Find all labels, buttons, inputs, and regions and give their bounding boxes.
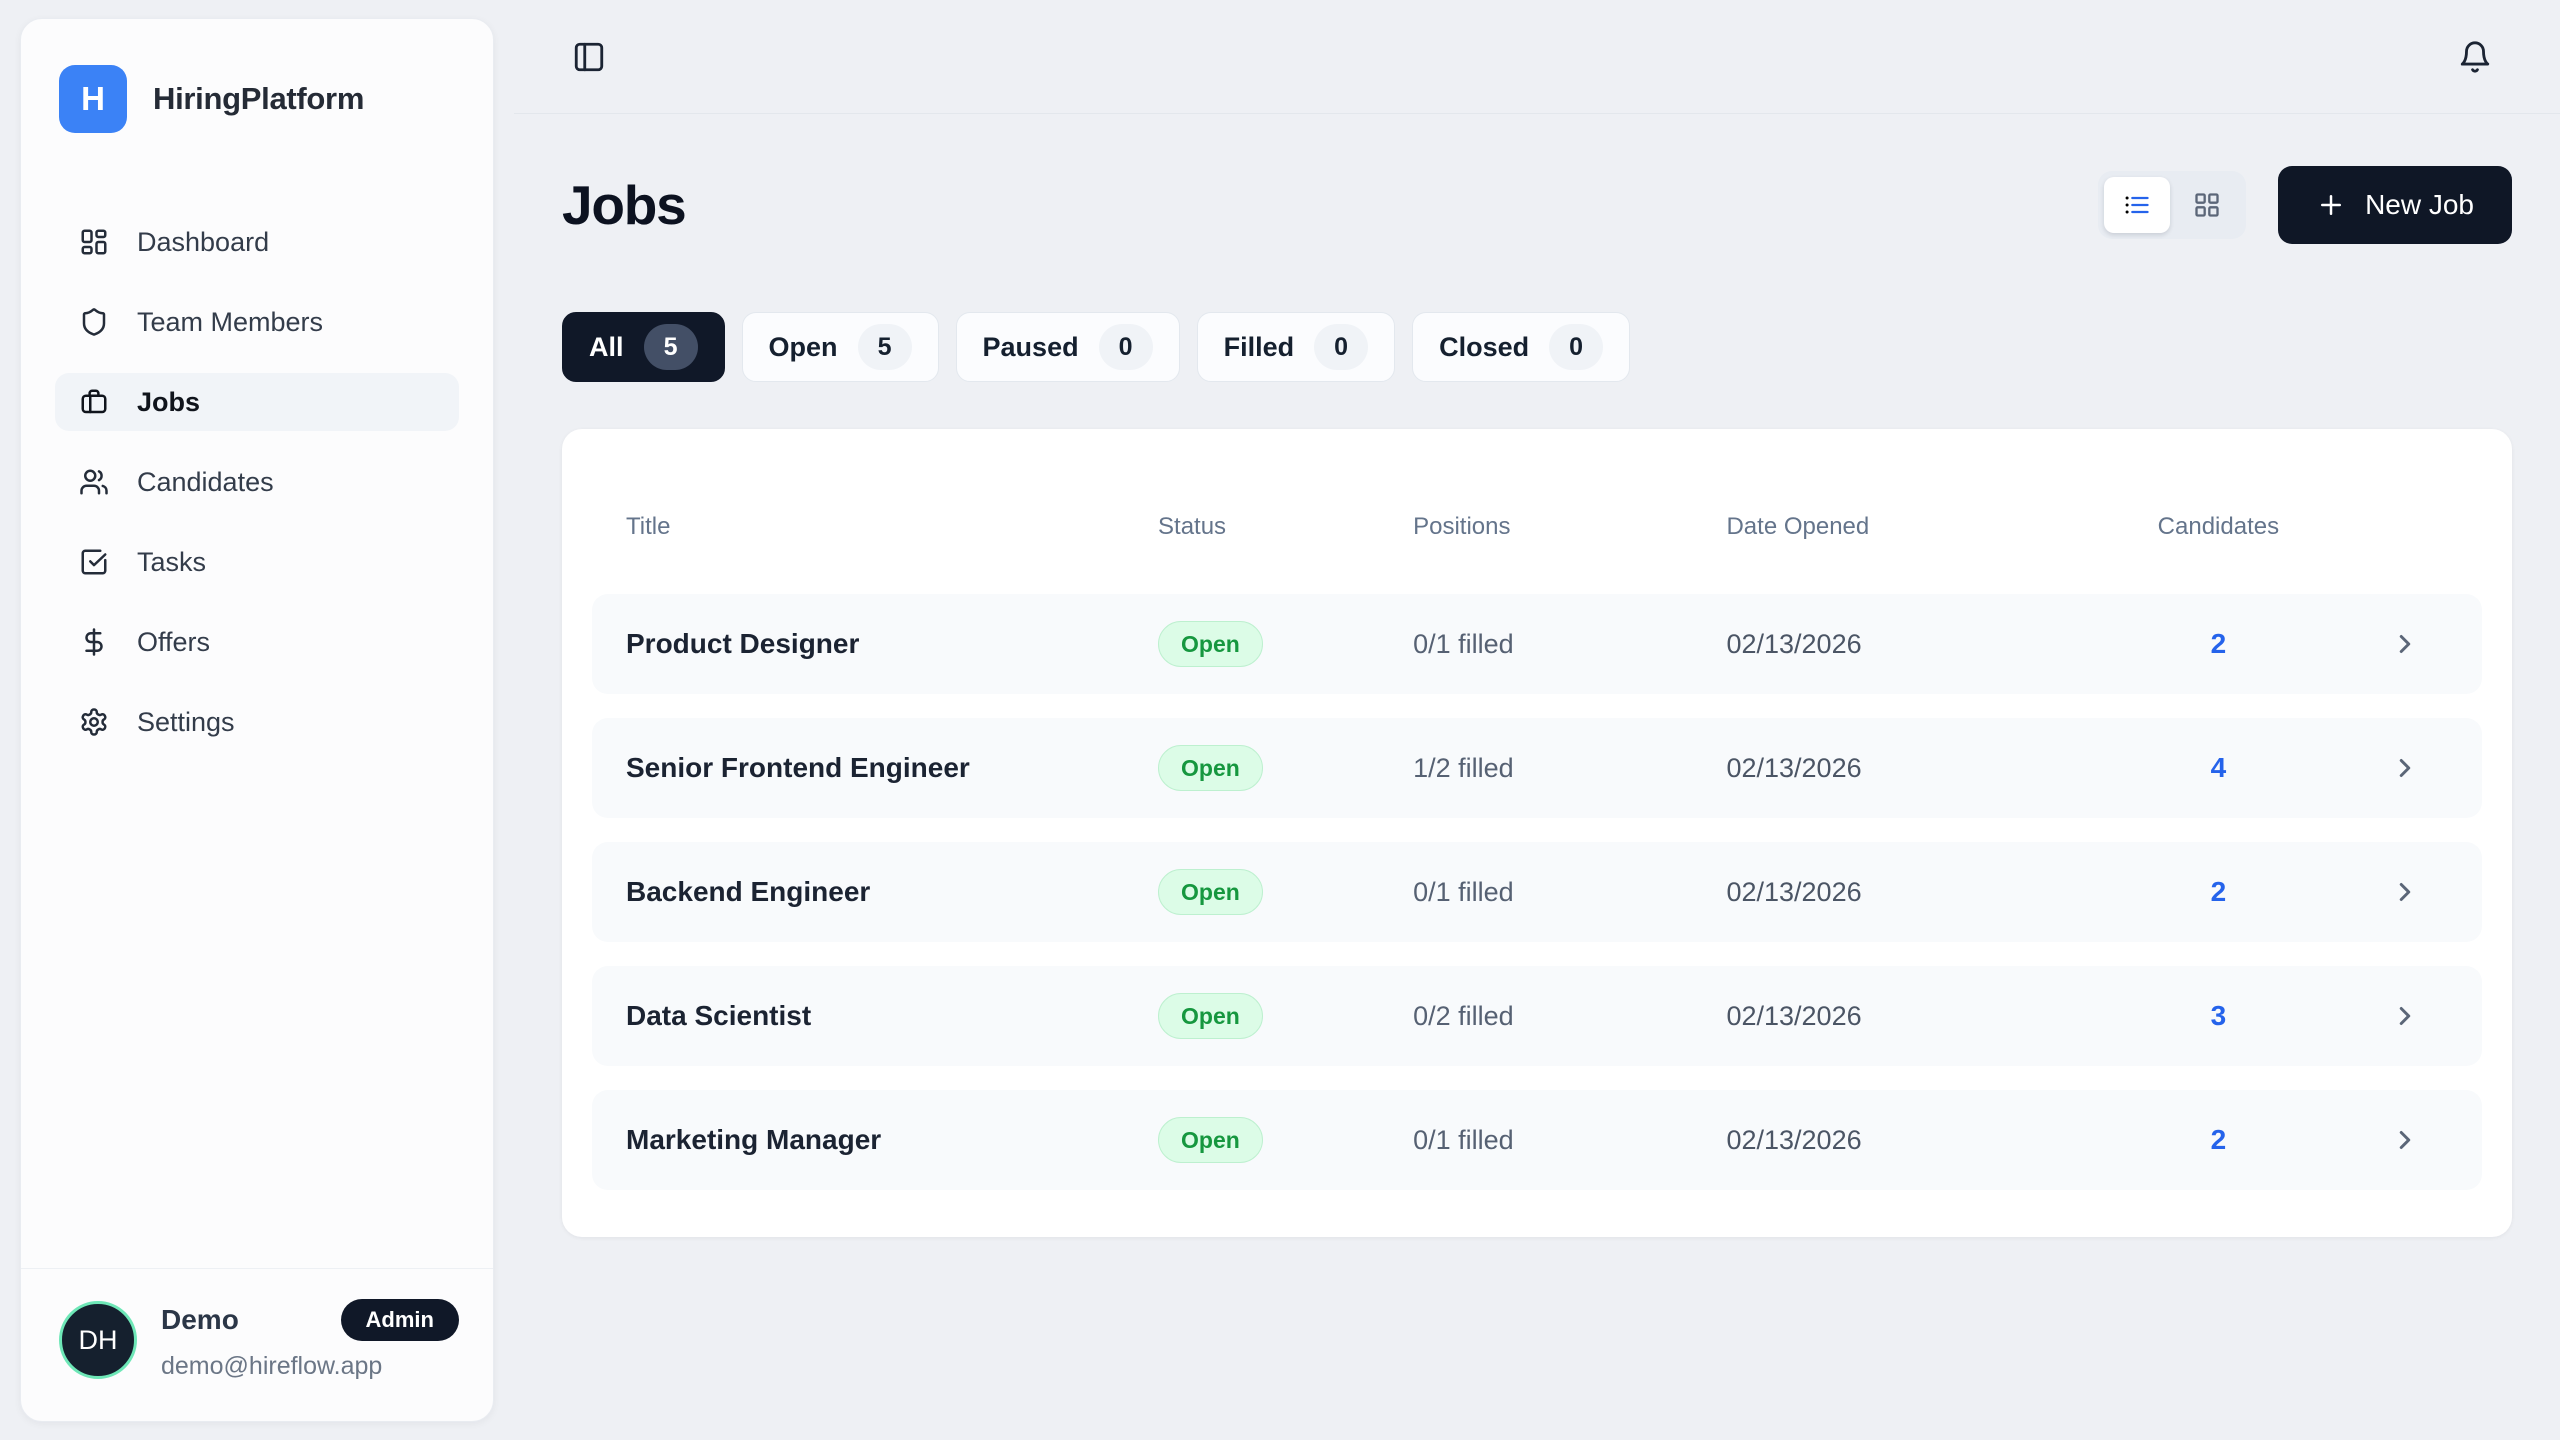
sidebar-item-label: Dashboard: [137, 226, 270, 257]
column-candidates: Candidates: [2157, 512, 2280, 540]
gear-icon: [79, 707, 109, 737]
positions-cell: 0/1 filled: [1413, 876, 1514, 907]
plus-icon: [2316, 190, 2346, 220]
sidebar-nav: Dashboard Team Members Jobs Candidates T…: [21, 213, 493, 751]
chevron-right-icon[interactable]: [2390, 1001, 2420, 1031]
app-logo: H: [59, 65, 127, 133]
app-name: HiringPlatform: [153, 81, 365, 116]
task-check-icon: [79, 547, 109, 577]
positions-cell: 1/2 filled: [1413, 752, 1514, 783]
page-title: Jobs: [562, 174, 687, 236]
sidebar-item-label: Offers: [137, 626, 211, 657]
filter-count: 0: [1314, 324, 1369, 370]
table-row[interactable]: Marketing Manager Open 0/1 filled 02/13/…: [592, 1090, 2482, 1190]
positions-cell: 0/1 filled: [1413, 1124, 1514, 1155]
chevron-right-icon[interactable]: [2390, 629, 2420, 659]
filter-count: 5: [857, 324, 912, 370]
candidates-count: 2: [2210, 1124, 2227, 1155]
column-title: Title: [626, 512, 671, 540]
chevron-right-icon[interactable]: [2390, 753, 2420, 783]
grid-view-icon[interactable]: [2174, 177, 2240, 233]
avatar: DH: [59, 1301, 137, 1379]
positions-cell: 0/2 filled: [1413, 1000, 1514, 1031]
date-opened-cell: 02/13/2026: [1726, 1000, 1862, 1031]
sidebar-item-label: Tasks: [137, 546, 207, 577]
sidebar: H HiringPlatform Dashboard Team Members …: [20, 18, 494, 1422]
date-opened-cell: 02/13/2026: [1726, 752, 1862, 783]
filter-all[interactable]: All 5: [562, 312, 725, 382]
job-title: Product Designer: [626, 628, 860, 659]
job-title: Senior Frontend Engineer: [626, 752, 970, 783]
candidates-count: 2: [2210, 876, 2227, 907]
chevron-right-icon[interactable]: [2390, 1125, 2420, 1155]
table-header: Title Status Positions Date Opened Candi…: [592, 459, 2482, 594]
column-positions: Positions: [1413, 512, 1511, 540]
sidebar-item-label: Settings: [137, 706, 235, 737]
sidebar-item-candidates[interactable]: Candidates: [55, 453, 459, 511]
table-row[interactable]: Data Scientist Open 0/2 filled 02/13/202…: [592, 966, 2482, 1066]
status-badge: Open: [1158, 621, 1263, 667]
status-filters: All 5 Open 5 Paused 0 Filled 0 Closed 0: [562, 312, 2512, 382]
bell-icon[interactable]: [2458, 40, 2492, 74]
users-icon: [79, 467, 109, 497]
new-job-button[interactable]: New Job: [2278, 166, 2512, 244]
positions-cell: 0/1 filled: [1413, 628, 1514, 659]
briefcase-icon: [79, 387, 109, 417]
filter-count: 0: [1098, 324, 1153, 370]
list-view-icon[interactable]: [2104, 177, 2171, 233]
sidebar-item-team-members[interactable]: Team Members: [55, 293, 459, 351]
job-title: Marketing Manager: [626, 1124, 882, 1155]
candidates-count: 4: [2210, 752, 2227, 783]
dashboard-icon: [79, 227, 109, 257]
table-row[interactable]: Product Designer Open 0/1 filled 02/13/2…: [592, 594, 2482, 694]
status-badge: Open: [1158, 1117, 1263, 1163]
sidebar-item-label: Team Members: [137, 306, 324, 337]
sidebar-item-label: Candidates: [137, 466, 274, 497]
filter-count: 0: [1549, 324, 1604, 370]
filter-open[interactable]: Open 5: [741, 312, 939, 382]
sidebar-toggle-icon[interactable]: [572, 40, 606, 74]
date-opened-cell: 02/13/2026: [1726, 1124, 1862, 1155]
date-opened-cell: 02/13/2026: [1726, 876, 1862, 907]
chevron-right-icon[interactable]: [2390, 877, 2420, 907]
sidebar-item-tasks[interactable]: Tasks: [55, 533, 459, 591]
table-row[interactable]: Backend Engineer Open 0/1 filled 02/13/2…: [592, 842, 2482, 942]
sidebar-item-settings[interactable]: Settings: [55, 693, 459, 751]
sidebar-item-dashboard[interactable]: Dashboard: [55, 213, 459, 271]
sidebar-item-offers[interactable]: Offers: [55, 613, 459, 671]
status-badge: Open: [1158, 745, 1263, 791]
candidates-count: 2: [2210, 628, 2227, 659]
sidebar-user-section: DH Demo Admin demo@hireflow.app: [21, 1268, 493, 1421]
jobs-table-card: Title Status Positions Date Opened Candi…: [562, 429, 2512, 1237]
app-brand[interactable]: H HiringPlatform: [21, 19, 493, 133]
column-status: Status: [1158, 512, 1227, 540]
user-email: demo@hireflow.app: [161, 1352, 383, 1380]
date-opened-cell: 02/13/2026: [1726, 628, 1862, 659]
job-title: Data Scientist: [626, 1000, 812, 1031]
role-badge: Admin: [340, 1299, 459, 1341]
job-title: Backend Engineer: [626, 876, 871, 907]
filter-count: 5: [643, 324, 698, 370]
status-badge: Open: [1158, 869, 1263, 915]
table-row[interactable]: Senior Frontend Engineer Open 1/2 filled…: [592, 718, 2482, 818]
user-name: Demo: [161, 1304, 239, 1335]
status-badge: Open: [1158, 993, 1263, 1039]
filter-paused[interactable]: Paused 0: [955, 312, 1180, 382]
filter-filled[interactable]: Filled 0: [1196, 312, 1396, 382]
topbar: [514, 0, 2560, 114]
filter-closed[interactable]: Closed 0: [1412, 312, 1631, 382]
dollar-icon: [79, 627, 109, 657]
main-area: Jobs New Job: [514, 0, 2560, 1440]
shield-icon: [79, 307, 109, 337]
view-toggle: [2098, 171, 2247, 239]
column-date-opened: Date Opened: [1726, 512, 1870, 540]
sidebar-item-jobs[interactable]: Jobs: [55, 373, 459, 431]
sidebar-item-label: Jobs: [137, 386, 201, 417]
candidates-count: 3: [2210, 1000, 2227, 1031]
